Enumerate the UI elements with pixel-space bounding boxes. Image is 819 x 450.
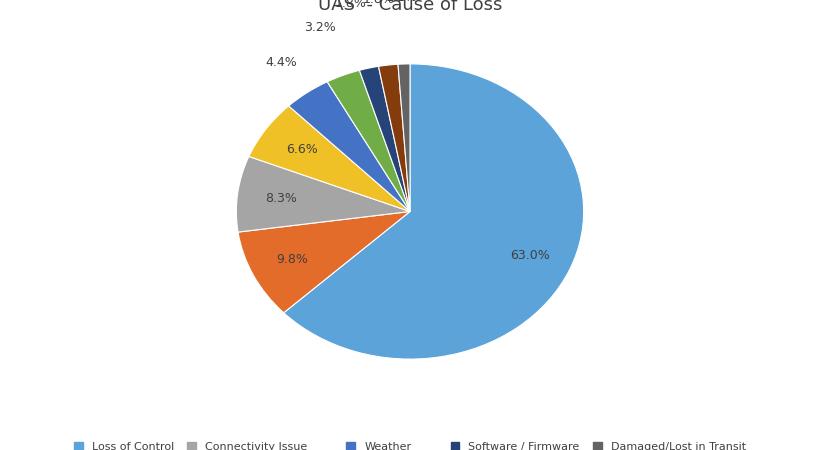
Legend: Loss of Control, Systems Error, Connectivity Issue, Loss of Power / Battery, Wea: Loss of Control, Systems Error, Connecti… bbox=[70, 438, 749, 450]
Wedge shape bbox=[249, 106, 410, 212]
Text: 1.8%: 1.8% bbox=[334, 0, 366, 10]
Wedge shape bbox=[283, 64, 583, 359]
Text: 63.0%: 63.0% bbox=[509, 249, 549, 262]
Text: 6.6%: 6.6% bbox=[286, 144, 317, 157]
Wedge shape bbox=[378, 64, 410, 211]
Text: 4.4%: 4.4% bbox=[265, 57, 296, 69]
Wedge shape bbox=[359, 66, 410, 211]
Text: 8.3%: 8.3% bbox=[265, 192, 296, 205]
Text: 1.1%: 1.1% bbox=[385, 0, 417, 4]
Wedge shape bbox=[238, 212, 410, 313]
Text: 3.2%: 3.2% bbox=[303, 21, 335, 34]
Wedge shape bbox=[327, 70, 410, 212]
Wedge shape bbox=[397, 64, 410, 212]
Wedge shape bbox=[236, 157, 410, 232]
Title: UAS  - Cause of Loss: UAS - Cause of Loss bbox=[318, 0, 501, 14]
Text: 9.8%: 9.8% bbox=[276, 253, 308, 266]
Text: 1.8%: 1.8% bbox=[362, 0, 394, 6]
Wedge shape bbox=[288, 82, 410, 212]
